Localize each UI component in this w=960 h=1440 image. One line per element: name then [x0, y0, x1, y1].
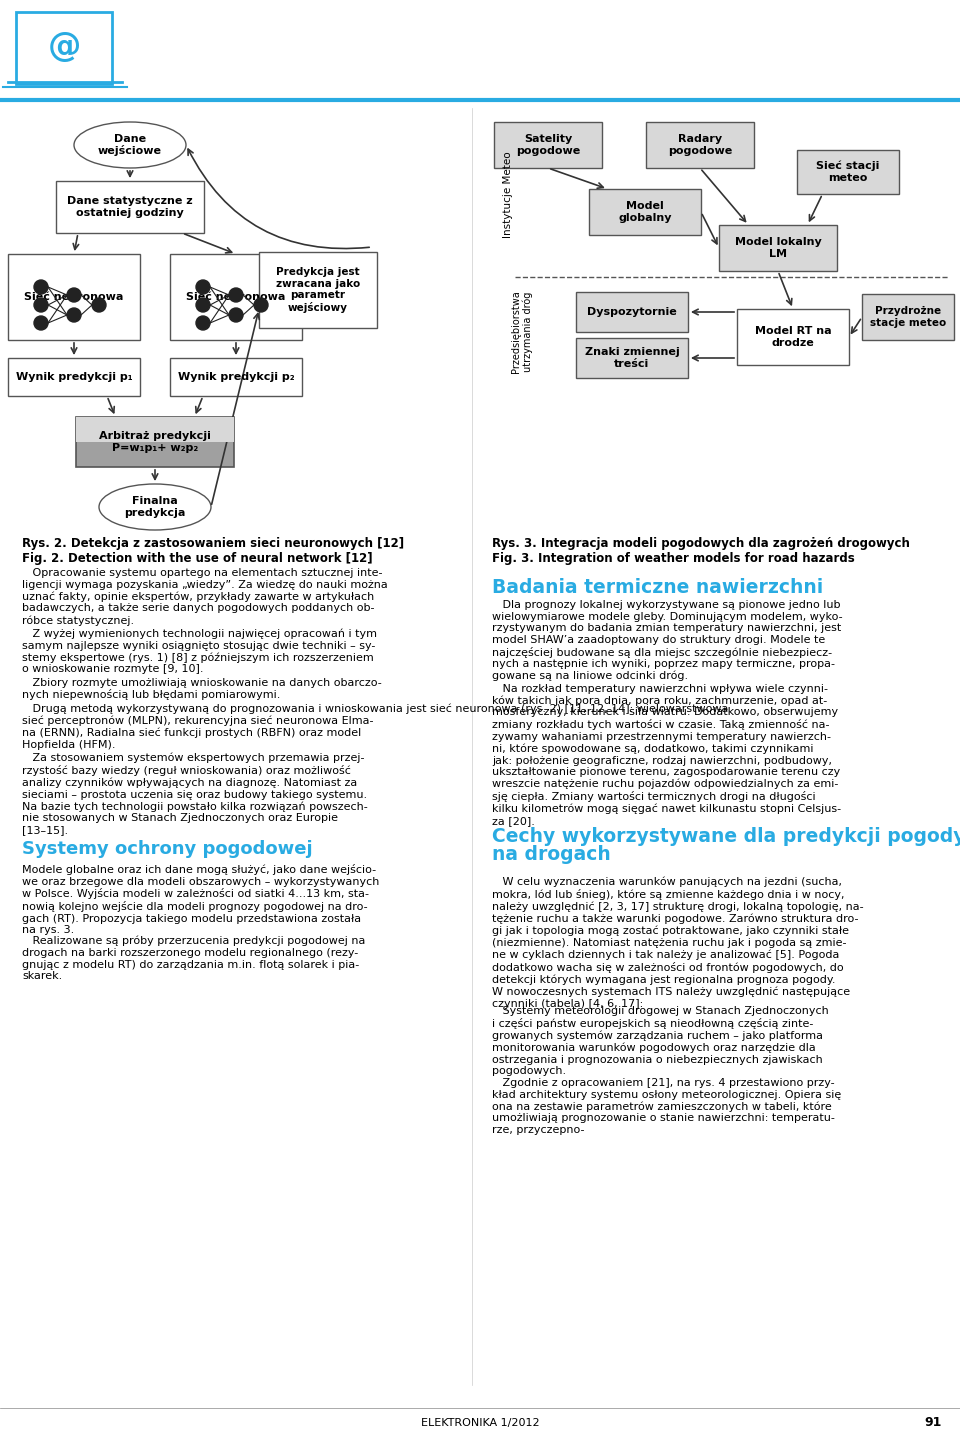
FancyBboxPatch shape: [8, 253, 140, 340]
Text: Cechy wykorzystywane dla predykcji pogody: Cechy wykorzystywane dla predykcji pogod…: [492, 828, 960, 847]
Text: Sieć neuronowa: Sieć neuronowa: [24, 292, 124, 302]
Text: Systemy meteorologii drogowej w Stanach Zjednoczonych
i części państw europejski: Systemy meteorologii drogowej w Stanach …: [492, 1007, 828, 1077]
Circle shape: [34, 298, 48, 312]
Text: Przedsiębiorstwa
utrzymania dróg: Przedsiębiorstwa utrzymania dróg: [511, 291, 533, 373]
Text: Model lokalny
LM: Model lokalny LM: [734, 238, 822, 259]
Circle shape: [34, 279, 48, 294]
FancyBboxPatch shape: [862, 294, 954, 340]
Circle shape: [34, 315, 48, 330]
Text: Arbitraż predykcji
P=w₁p₁+ w₂p₂: Arbitraż predykcji P=w₁p₁+ w₂p₂: [99, 431, 211, 452]
Circle shape: [196, 315, 210, 330]
Text: Zbiory rozmyte umożliwiają wnioskowanie na danych obarczo-
nych niepewnością lub: Zbiory rozmyte umożliwiają wnioskowanie …: [22, 677, 382, 700]
FancyBboxPatch shape: [259, 252, 377, 328]
Bar: [76, 418, 234, 442]
Text: Systemy ochrony pogodowej: Systemy ochrony pogodowej: [22, 840, 313, 858]
Text: Sieć stacji
meteo: Sieć stacji meteo: [816, 161, 879, 183]
Ellipse shape: [99, 484, 211, 530]
Text: Opracowanie systemu opartego na elementach sztucznej inte-
ligencji wymaga pozys: Opracowanie systemu opartego na elementa…: [22, 567, 388, 625]
Circle shape: [254, 298, 268, 312]
FancyBboxPatch shape: [16, 12, 112, 84]
Text: Instytucje Meteo: Instytucje Meteo: [503, 151, 513, 238]
FancyBboxPatch shape: [56, 181, 204, 233]
Text: Drugą metodą wykorzystywaną do prognozowania i wnioskowania jest sieć neuronowa : Drugą metodą wykorzystywaną do prognozow…: [22, 704, 729, 750]
Text: Rys. 3. Integracja modeli pogodowych dla zagrożeń drogowych: Rys. 3. Integracja modeli pogodowych dla…: [492, 537, 910, 550]
Text: Dane statystyczne z
ostatniej godziny: Dane statystyczne z ostatniej godziny: [67, 196, 193, 217]
FancyBboxPatch shape: [170, 253, 302, 340]
Bar: [76, 418, 234, 467]
Text: Sieć neuronowa: Sieć neuronowa: [186, 292, 286, 302]
Text: Realizowane są próby przerzucenia predykcji pogodowej na
drogach na barki rozsze: Realizowane są próby przerzucenia predyk…: [22, 936, 366, 981]
Text: Badania termiczne nawierzchni: Badania termiczne nawierzchni: [492, 577, 824, 598]
Text: Fig. 3. Integration of weather models for road hazards: Fig. 3. Integration of weather models fo…: [492, 552, 854, 564]
FancyBboxPatch shape: [576, 292, 688, 333]
Text: Przydrożne
stacje meteo: Przydrożne stacje meteo: [870, 307, 947, 328]
FancyBboxPatch shape: [8, 359, 140, 396]
Circle shape: [229, 288, 243, 302]
Text: Model RT na
drodze: Model RT na drodze: [755, 327, 831, 348]
Text: na drogach: na drogach: [492, 845, 611, 864]
Text: W celu wyznaczenia warunków panujących na jezdni (sucha,
mokra, lód lub śnieg), : W celu wyznaczenia warunków panujących n…: [492, 877, 864, 1009]
Circle shape: [196, 298, 210, 312]
FancyBboxPatch shape: [719, 225, 837, 271]
Text: Dane
wejściowe: Dane wejściowe: [98, 134, 162, 157]
FancyBboxPatch shape: [576, 338, 688, 377]
FancyBboxPatch shape: [170, 359, 302, 396]
FancyBboxPatch shape: [737, 310, 849, 364]
Text: Satelity
pogodowe: Satelity pogodowe: [516, 134, 580, 156]
Text: Wynik predykcji p₁: Wynik predykcji p₁: [15, 372, 132, 382]
Text: Dyspozytornie: Dyspozytornie: [588, 307, 677, 317]
Circle shape: [67, 288, 81, 302]
Text: Model
globalny: Model globalny: [618, 202, 672, 223]
FancyBboxPatch shape: [797, 150, 899, 194]
Text: Rys. 2. Detekcja z zastosowaniem sieci neuronowych [12]: Rys. 2. Detekcja z zastosowaniem sieci n…: [22, 537, 404, 550]
Text: @: @: [47, 30, 81, 63]
FancyBboxPatch shape: [494, 122, 602, 168]
Text: Modele globalne oraz ich dane mogą służyć, jako dane wejścio-
we oraz brzegowe d: Modele globalne oraz ich dane mogą służy…: [22, 864, 379, 936]
Circle shape: [92, 298, 106, 312]
Text: Zgodnie z opracowaniem [21], na rys. 4 przestawiono przy-
kład architektury syst: Zgodnie z opracowaniem [21], na rys. 4 p…: [492, 1079, 841, 1135]
Text: Fig. 2. Detection with the use of neural network [12]: Fig. 2. Detection with the use of neural…: [22, 552, 372, 564]
Circle shape: [229, 308, 243, 323]
Circle shape: [67, 308, 81, 323]
Circle shape: [196, 279, 210, 294]
Text: Z wyżej wymienionych technologii najwięcej opracowań i tym
samym najlepsze wynik: Z wyżej wymienionych technologii najwięc…: [22, 628, 377, 674]
Text: Radary
pogodowe: Radary pogodowe: [668, 134, 732, 156]
FancyBboxPatch shape: [646, 122, 754, 168]
Text: Predykcja jest
zwracana jako
parametr
wejściowy: Predykcja jest zwracana jako parametr we…: [276, 266, 360, 312]
Ellipse shape: [74, 122, 186, 168]
Text: Dla prognozy lokalnej wykorzystywane są pionowe jedno lub
wielowymiarowe modele : Dla prognozy lokalnej wykorzystywane są …: [492, 600, 843, 681]
Text: ELEKTRONIKA 1/2012: ELEKTRONIKA 1/2012: [420, 1418, 540, 1428]
Text: Na rozkład temperatury nawierzchni wpływa wiele czynni-
ków takich jak pora dnia: Na rozkład temperatury nawierzchni wpływ…: [492, 684, 841, 827]
FancyBboxPatch shape: [589, 189, 701, 235]
Text: 91: 91: [924, 1417, 942, 1430]
Text: Wynik predykcji p₂: Wynik predykcji p₂: [178, 372, 295, 382]
Text: Finalna
predykcja: Finalna predykcja: [124, 497, 185, 518]
Text: Znaki zmiennej
treści: Znaki zmiennej treści: [585, 347, 680, 369]
Text: Za stosowaniem systemów ekspertowych przemawia przej-
rzystość bazy wiedzy (regu: Za stosowaniem systemów ekspertowych prz…: [22, 753, 368, 835]
